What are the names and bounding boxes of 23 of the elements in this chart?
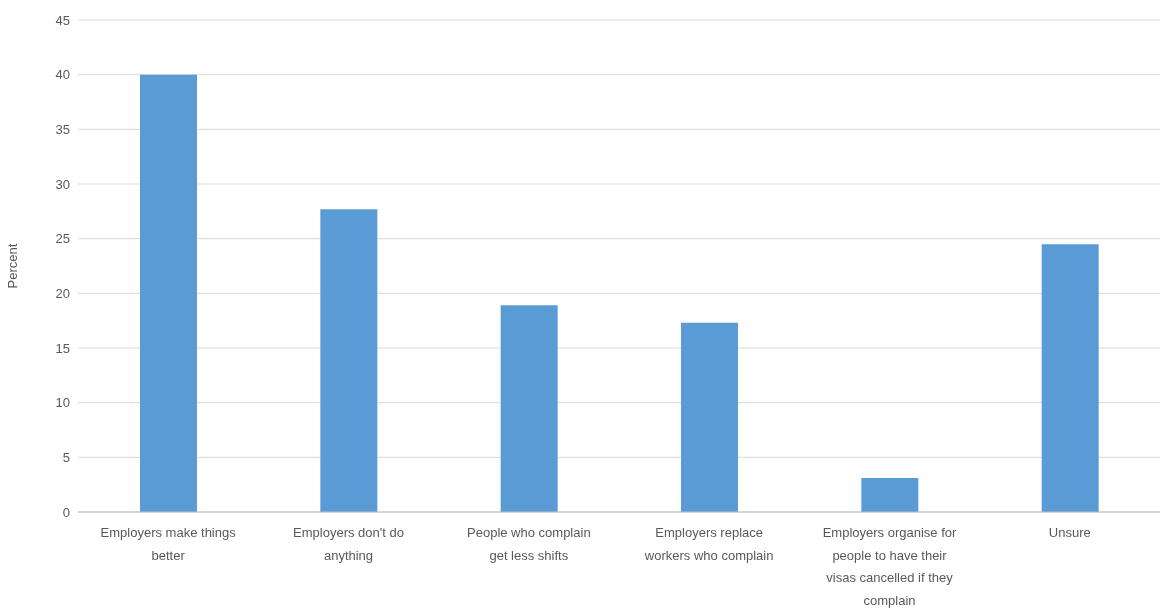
y-tick-label: 10 [55,395,70,411]
y-tick-label: 0 [62,504,70,520]
x-tick-label: People who complain get less shifts [467,525,591,563]
x-tick-label: Employers don't do anything [293,525,404,563]
bar [140,74,197,512]
bar [320,209,378,512]
y-tick-label: 15 [55,340,70,356]
y-tick-label: 35 [55,121,70,137]
y-tick-label: 45 [55,12,70,28]
bar [1041,244,1099,512]
y-tick-label: 20 [55,285,70,301]
x-tick-label: Employers replace workers who complain [643,525,774,563]
x-tick-label: Unsure [1048,525,1091,540]
bar [681,322,738,512]
y-tick-label: 5 [62,449,70,465]
y-axis-title: Percent [4,243,20,289]
x-tick-label: Employers make things better [100,525,237,563]
bar [861,478,919,512]
y-tick-label: 30 [55,176,70,192]
x-tick-label: Employers organise for people to have their visas cancelled if they complain [822,525,957,608]
y-tick-label: 40 [55,67,70,83]
y-tick-label: 25 [55,231,70,247]
bar [500,305,558,512]
